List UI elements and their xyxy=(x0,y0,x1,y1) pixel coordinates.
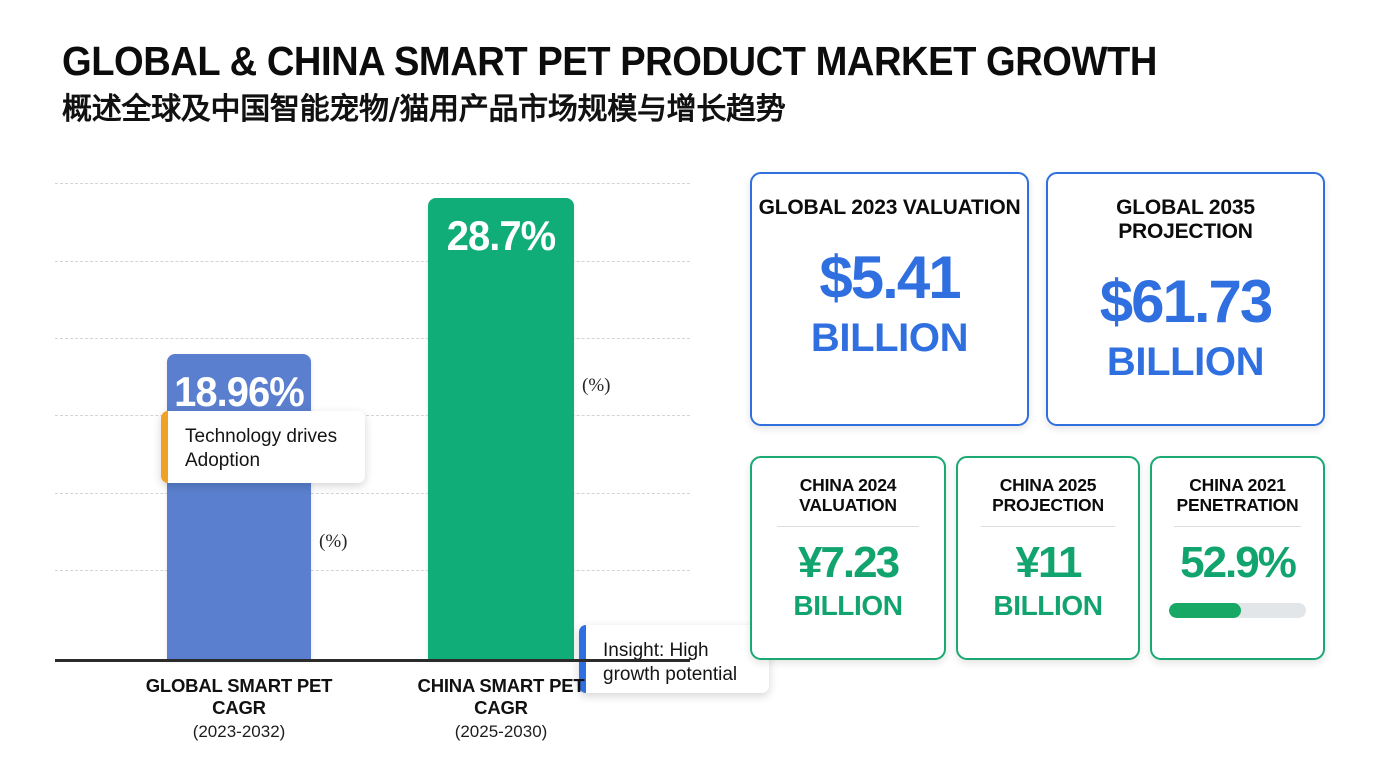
callout-text: Technology drives Adoption xyxy=(185,426,338,472)
callout-technology-drives-adoption: Technology drives Adoption xyxy=(161,411,365,483)
gridline xyxy=(55,261,690,262)
callout-accent-bar xyxy=(161,411,168,483)
x-axis-label-global: GLOBAL SMART PET CAGR (2023-2032) xyxy=(133,675,345,742)
x-axis-category-period: (2023-2032) xyxy=(192,722,286,741)
card-value: $61.73 xyxy=(1099,267,1274,335)
card-title: CHINA 2021 PENETRATION xyxy=(1176,475,1299,515)
card-divider xyxy=(981,525,1115,528)
bar-chart: 18.96% 28.7% (%) (%) Technology drives A… xyxy=(55,175,769,741)
penetration-progress-fill xyxy=(1169,603,1242,619)
card-divider xyxy=(1174,525,1301,528)
card-unit: BILLION xyxy=(1106,339,1265,384)
card-title: CHINA 2024 VALUATION xyxy=(799,475,897,515)
card-global-2035-projection[interactable]: GLOBAL 2035 PROJECTION $61.73 BILLION xyxy=(1046,172,1325,426)
card-divider xyxy=(776,525,920,528)
kpi-cards-panel: GLOBAL 2023 VALUATION $5.41 BILLION GLOB… xyxy=(750,172,1325,664)
page-header: GLOBAL & CHINA SMART PET PRODUCT MARKET … xyxy=(62,38,1162,128)
gridline xyxy=(55,183,690,184)
gridline xyxy=(55,415,690,416)
unit-label-global: (%) xyxy=(319,531,348,552)
card-value: ¥7.23 xyxy=(797,538,900,588)
bar-value-label: 18.96% xyxy=(174,368,305,415)
card-title: GLOBAL 2023 VALUATION xyxy=(758,196,1021,219)
card-china-2024-valuation[interactable]: CHINA 2024 VALUATION ¥7.23 BILLION xyxy=(750,456,946,660)
x-axis-category-name: CHINA SMART PET CAGR xyxy=(417,675,585,718)
card-global-2023-valuation[interactable]: GLOBAL 2023 VALUATION $5.41 BILLION xyxy=(750,172,1029,426)
penetration-progress-bar xyxy=(1169,603,1306,619)
callout-insight-high-growth: Insight: High growth potential xyxy=(579,625,769,693)
gridline xyxy=(55,338,690,339)
card-title: GLOBAL 2035 PROJECTION xyxy=(1116,196,1255,243)
gridline xyxy=(55,493,690,494)
card-china-2021-penetration[interactable]: CHINA 2021 PENETRATION 52.9% xyxy=(1150,456,1325,660)
bar-global-smart-pet-cagr[interactable]: 18.96% xyxy=(167,354,311,659)
card-unit: BILLION xyxy=(993,590,1103,622)
unit-label-china: (%) xyxy=(582,375,611,396)
bar-value-label: 28.7% xyxy=(446,212,556,259)
card-value: 52.9% xyxy=(1180,538,1297,588)
x-axis-label-china: CHINA SMART PET CAGR (2025-2030) xyxy=(395,675,607,742)
gridline xyxy=(55,570,690,571)
page-title: GLOBAL & CHINA SMART PET PRODUCT MARKET … xyxy=(62,38,1157,84)
bar-china-smart-pet-cagr[interactable]: 28.7% xyxy=(428,198,574,659)
page-subtitle: 概述全球及中国智能宠物/猫用产品市场规模与增长趋势 xyxy=(62,92,786,128)
card-title: CHINA 2025 PROJECTION xyxy=(992,475,1104,515)
card-value: ¥11 xyxy=(1015,538,1083,588)
callout-text: Insight: High growth potential xyxy=(603,640,738,686)
x-axis-category-period: (2025-2030) xyxy=(454,722,548,741)
chart-plot-area: 18.96% 28.7% (%) (%) Technology drives A… xyxy=(55,175,769,693)
card-unit: BILLION xyxy=(810,315,969,360)
card-value: $5.41 xyxy=(819,243,961,311)
card-china-2025-projection[interactable]: CHINA 2025 PROJECTION ¥11 BILLION xyxy=(956,456,1140,660)
x-axis-category-name: GLOBAL SMART PET CAGR xyxy=(145,675,333,718)
card-unit: BILLION xyxy=(793,590,903,622)
x-axis-line xyxy=(55,659,690,662)
